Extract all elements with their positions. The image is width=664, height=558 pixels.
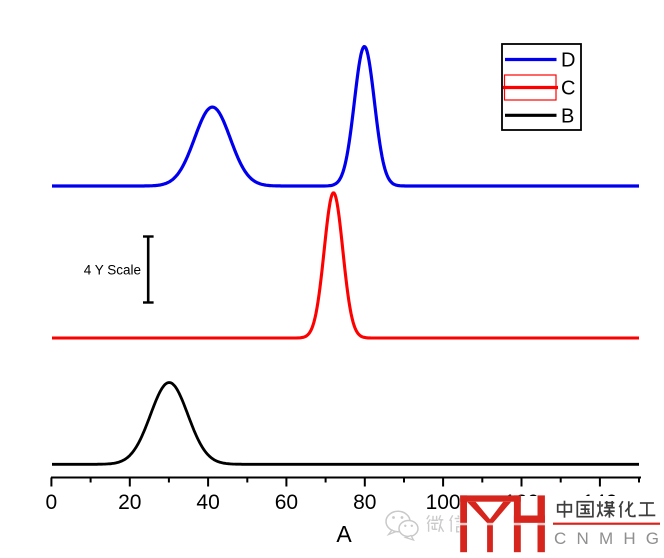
svg-text:80: 80 (353, 491, 376, 514)
svg-text:40: 40 (196, 491, 219, 514)
svg-text:B: B (561, 106, 574, 128)
svg-text:A: A (336, 521, 352, 547)
svg-text:4 Y Scale: 4 Y Scale (84, 263, 141, 278)
svg-text:0: 0 (46, 491, 58, 514)
svg-text:CNMHG: CNMHG (554, 529, 664, 548)
svg-text:60: 60 (275, 491, 298, 514)
svg-text:20: 20 (118, 491, 141, 514)
svg-text:C: C (561, 78, 575, 100)
svg-text:100: 100 (426, 491, 461, 514)
svg-text:D: D (561, 50, 575, 72)
